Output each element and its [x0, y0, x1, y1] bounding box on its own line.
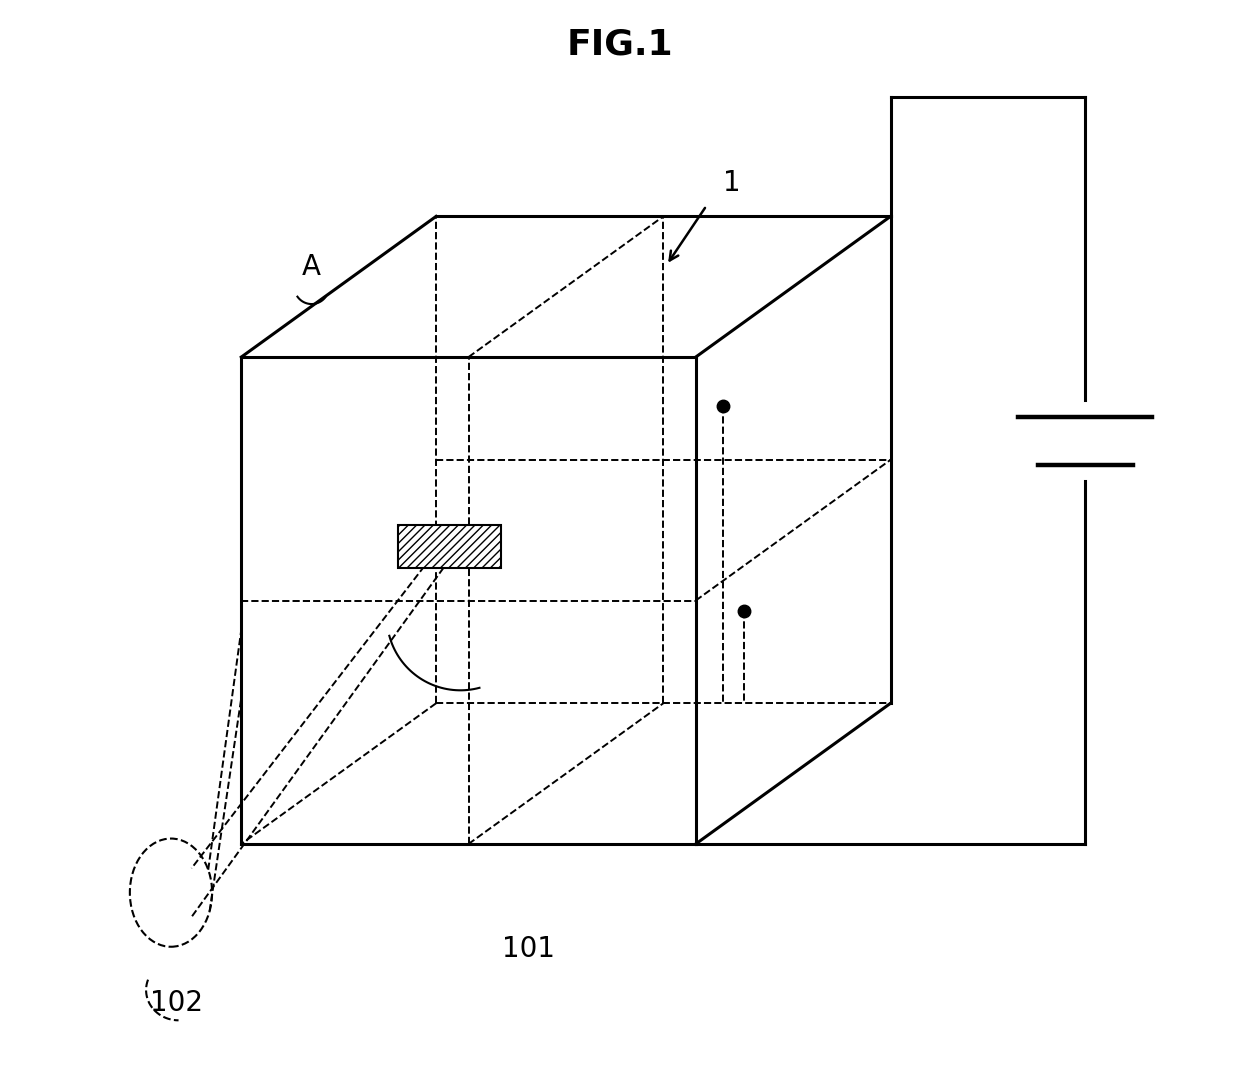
- Text: A: A: [303, 253, 321, 281]
- Text: 102: 102: [150, 989, 203, 1017]
- Text: FIG.1: FIG.1: [567, 27, 673, 61]
- Text: 1: 1: [723, 169, 740, 197]
- Bar: [398, 525, 501, 568]
- Text: 101: 101: [501, 935, 554, 963]
